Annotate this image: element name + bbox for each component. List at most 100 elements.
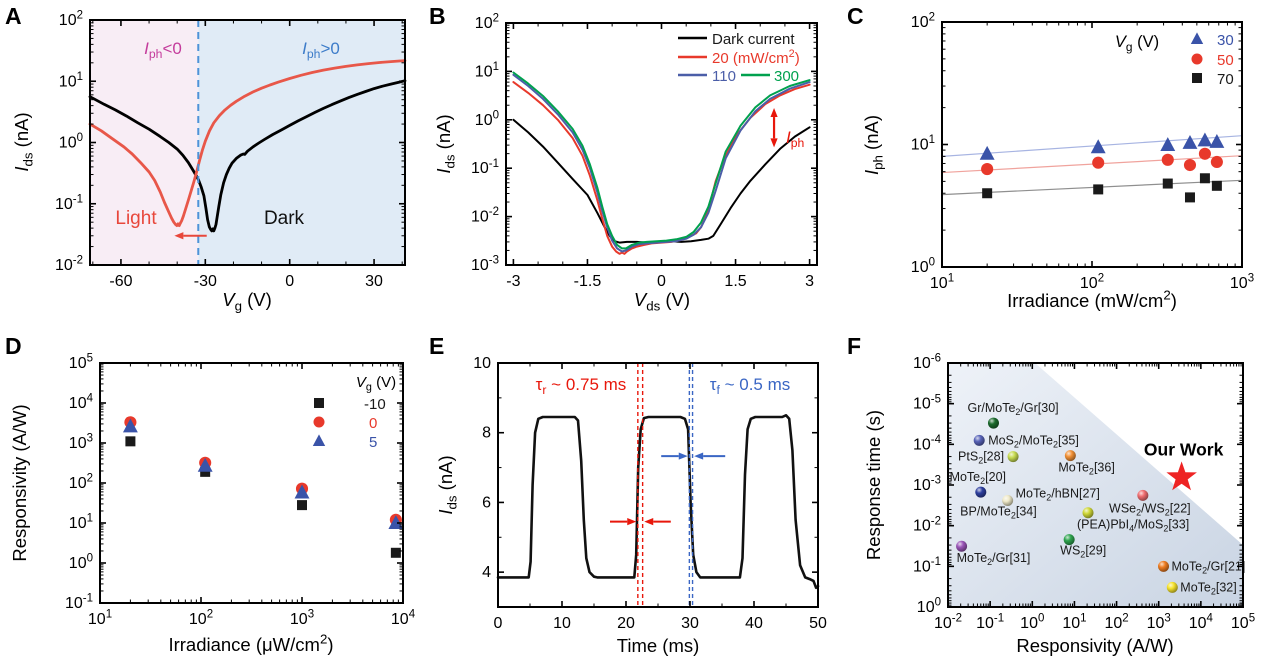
svg-text:Ids (nA): Ids (nA) xyxy=(11,112,35,171)
panel-b-label: B xyxy=(429,3,446,29)
panel-E-annotations: τr ~ 0.75 ms τf ~ 0.5 ms xyxy=(536,363,791,607)
panel-d-label: D xyxy=(5,333,22,359)
panel-e-chart: τr ~ 0.75 ms τf ~ 0.5 ms 0 10 20 30 40 50 4 6 8 10 T… xyxy=(435,355,827,656)
svg-text:10-2: 10-2 xyxy=(55,255,83,274)
svg-text:5: 5 xyxy=(369,434,377,451)
svg-text:101: 101 xyxy=(930,273,954,292)
svg-text:300: 300 xyxy=(774,68,799,85)
svg-text:MoTe2/Gr[31]: MoTe2/Gr[31] xyxy=(957,551,1031,567)
svg-text:10-1: 10-1 xyxy=(913,556,941,575)
svg-text:20 (mW/cm2): 20 (mW/cm2) xyxy=(712,48,800,67)
svg-text:20: 20 xyxy=(617,615,635,632)
svg-text:-10: -10 xyxy=(364,396,386,413)
svg-text:102: 102 xyxy=(59,10,83,29)
svg-text:101: 101 xyxy=(59,71,83,90)
panel-A-background xyxy=(90,20,405,265)
svg-text:102: 102 xyxy=(69,473,93,492)
svg-text:100: 100 xyxy=(475,109,499,128)
svg-text:10-2: 10-2 xyxy=(913,515,941,534)
svg-text:MoTe2/hBN[27]: MoTe2/hBN[27] xyxy=(1016,486,1100,502)
svg-text:τr ~ 0.75 ms: τr ~ 0.75 ms xyxy=(536,375,627,397)
svg-text:50: 50 xyxy=(809,615,827,632)
panel-A-annotations: Iph<0 Iph>0 Light Dark xyxy=(115,20,340,265)
svg-text:10: 10 xyxy=(553,615,571,632)
panel-A-axes: -60 -30 0 30 10-2 10-1 100 101 102 Vg (V) Ids (nA) xyxy=(11,10,406,313)
svg-text:Responsivity (A/W): Responsivity (A/W) xyxy=(9,404,30,561)
svg-text:100: 100 xyxy=(911,257,935,276)
svg-text:Ids (nA): Ids (nA) xyxy=(433,114,457,173)
svg-text:10-1: 10-1 xyxy=(55,193,83,212)
svg-text:-60: -60 xyxy=(109,273,132,290)
svg-text:Vg (V): Vg (V) xyxy=(1115,33,1159,54)
svg-text:103: 103 xyxy=(1147,613,1171,632)
svg-text:100: 100 xyxy=(69,553,93,572)
svg-text:Vg (V): Vg (V) xyxy=(222,289,272,313)
panel-B-series xyxy=(512,71,811,255)
svg-text:3: 3 xyxy=(805,273,814,290)
svg-text:100: 100 xyxy=(59,132,83,151)
svg-text:4: 4 xyxy=(482,564,491,581)
svg-text:Dark current: Dark current xyxy=(712,31,795,48)
svg-text:Irradiance (mW/cm2): Irradiance (mW/cm2) xyxy=(1007,288,1177,311)
svg-text:103: 103 xyxy=(290,609,314,628)
panel-F-points: Gr/MoTe2/Gr[30] MoS2/MoTe2[35]PtS2[28] MoT… xyxy=(950,401,1246,596)
svg-text:MoTe2[36]: MoTe2[36] xyxy=(1058,461,1114,477)
svg-text:30: 30 xyxy=(1217,32,1234,49)
svg-text:102: 102 xyxy=(189,609,213,628)
svg-text:40: 40 xyxy=(745,615,763,632)
svg-text:WSe2/WS2[22]: WSe2/WS2[22] xyxy=(1109,501,1191,517)
svg-text:30: 30 xyxy=(365,273,383,290)
svg-text:102: 102 xyxy=(1104,613,1128,632)
panel-D-series xyxy=(122,416,404,558)
svg-text:104: 104 xyxy=(1189,613,1214,632)
svg-text:10-5: 10-5 xyxy=(913,393,941,412)
svg-text:104: 104 xyxy=(391,609,416,628)
svg-text:10-3: 10-3 xyxy=(471,255,499,274)
svg-text:70: 70 xyxy=(1217,71,1234,88)
svg-text:105: 105 xyxy=(1231,613,1255,632)
svg-text:Iph (nA): Iph (nA) xyxy=(861,115,885,175)
panel-E-axes: 0 10 20 30 40 50 4 6 8 10 Time (ms) Ids (nA) xyxy=(435,355,827,656)
panel-C-series xyxy=(941,132,1243,203)
svg-text:-30: -30 xyxy=(194,273,217,290)
panel-c-label: C xyxy=(847,3,864,29)
svg-text:-1.5: -1.5 xyxy=(574,273,602,290)
panel-a-chart: Iph<0 Iph>0 Light Dark -60 -30 0 30 10-2 10-1 100 1… xyxy=(11,10,407,313)
svg-text:10-2: 10-2 xyxy=(934,613,962,632)
svg-text:MoTe2[20]: MoTe2[20] xyxy=(950,470,1006,486)
svg-text:105: 105 xyxy=(69,353,93,372)
svg-text:101: 101 xyxy=(69,513,93,532)
svg-text:0: 0 xyxy=(657,273,666,290)
svg-text:10-2: 10-2 xyxy=(471,206,499,225)
svg-text:10-4: 10-4 xyxy=(913,434,942,453)
svg-text:30: 30 xyxy=(681,615,699,632)
svg-text:τf ~ 0.5 ms: τf ~ 0.5 ms xyxy=(710,375,791,397)
svg-text:102: 102 xyxy=(911,12,935,31)
svg-text:WS2[29]: WS2[29] xyxy=(1060,544,1106,560)
svg-text:Irradiance (μW/cm2): Irradiance (μW/cm2) xyxy=(168,632,333,655)
panel-A-series xyxy=(88,59,407,233)
svg-text:Response time (s): Response time (s) xyxy=(863,410,884,560)
svg-text:Vg (V): Vg (V) xyxy=(356,374,396,394)
panel-f-label: F xyxy=(847,333,862,359)
svg-text:101: 101 xyxy=(1062,613,1086,632)
svg-text:8: 8 xyxy=(482,425,491,442)
svg-text:Iph<0: Iph<0 xyxy=(144,39,182,61)
svg-text:-3: -3 xyxy=(506,273,520,290)
panel-E-series xyxy=(496,414,820,590)
svg-text:MoS2/MoTe2[35]: MoS2/MoTe2[35] xyxy=(988,433,1079,449)
svg-text:0: 0 xyxy=(369,415,377,432)
svg-text:110: 110 xyxy=(712,68,736,85)
panel-C-annotations: Vg (V) 30 50 70 xyxy=(1115,32,1234,88)
svg-text:0: 0 xyxy=(494,615,503,632)
svg-text:0: 0 xyxy=(285,273,294,290)
svg-text:Ids (nA): Ids (nA) xyxy=(435,455,459,514)
svg-text:101: 101 xyxy=(911,134,935,153)
svg-text:Vds (V): Vds (V) xyxy=(634,289,690,313)
svg-text:10-1: 10-1 xyxy=(976,613,1004,632)
